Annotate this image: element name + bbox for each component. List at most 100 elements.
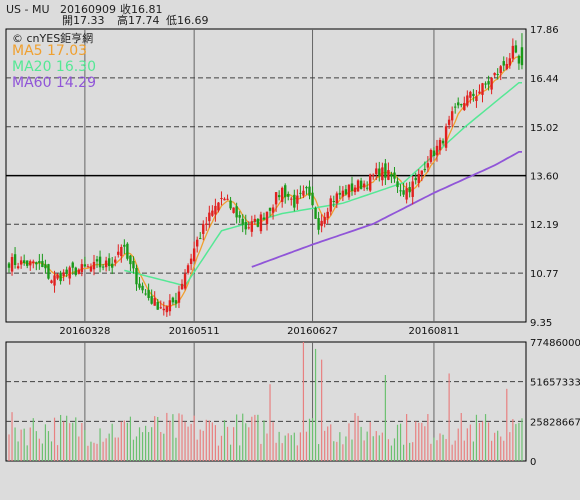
candle-body — [508, 58, 512, 66]
candle-body — [341, 190, 345, 197]
candle-body — [350, 183, 354, 191]
candle-body — [180, 283, 184, 290]
candle-body — [171, 297, 175, 303]
candle-body — [359, 180, 363, 189]
price-tick-label: 16.44 — [530, 74, 559, 85]
date-tick-label: 20160627 — [287, 326, 338, 337]
candle-body — [511, 45, 515, 59]
candle-body — [132, 261, 135, 269]
candle-body — [457, 102, 460, 106]
candle-body — [423, 168, 427, 171]
candle-body — [375, 168, 378, 175]
candle-body — [247, 227, 250, 229]
candle-body — [98, 256, 102, 268]
brand-label: © cnYES鉅亨網 — [12, 30, 93, 46]
candle-body — [186, 265, 190, 273]
volume-tick-label: 0 — [530, 457, 536, 468]
volume-panel — [5, 341, 527, 462]
open-price-label: 開17.33 — [62, 14, 105, 27]
candle-body — [117, 251, 120, 255]
candle-body — [338, 192, 342, 195]
candle-body — [68, 267, 71, 279]
low-price-label: 低16.69 — [166, 14, 209, 27]
candle-body — [114, 259, 117, 263]
candle-body — [256, 218, 260, 227]
candle-body — [129, 255, 132, 265]
candle-body — [65, 269, 68, 274]
candle-body — [26, 260, 29, 266]
candle-body — [274, 192, 278, 205]
candle-body — [332, 201, 335, 203]
candle-body — [520, 47, 524, 66]
candle-body — [362, 183, 366, 188]
candle-body — [402, 190, 405, 195]
candle-body — [420, 170, 423, 175]
copyright-icon: © — [12, 32, 23, 45]
high-price-label: 高17.74 — [117, 14, 160, 27]
candle-body — [7, 263, 11, 268]
candle-body — [205, 223, 208, 225]
candle-body — [199, 238, 202, 240]
price-tick-label: 10.77 — [530, 269, 559, 280]
candle-body — [259, 214, 263, 232]
candle-body — [62, 272, 65, 277]
candle-body — [514, 45, 518, 53]
candle-body — [466, 95, 469, 106]
candle-body — [41, 261, 44, 267]
candle-body — [326, 211, 329, 219]
candle-body — [356, 180, 360, 192]
candle-body — [314, 208, 317, 219]
candle-body — [287, 193, 290, 197]
candle-body — [505, 63, 508, 70]
candle-body — [426, 163, 430, 168]
candle-body — [10, 257, 14, 272]
candle-body — [399, 190, 402, 192]
price-tick-label: 12.19 — [530, 220, 559, 231]
candle-body — [290, 198, 293, 200]
candle-body — [16, 266, 20, 269]
close-price-label: 收16.81 — [120, 3, 163, 16]
candle-body — [141, 285, 144, 291]
candle-body — [147, 289, 150, 298]
candle-body — [435, 145, 439, 156]
candle-body — [174, 300, 178, 304]
candle-body — [29, 261, 32, 266]
candle-body — [126, 243, 129, 259]
candle-body — [53, 275, 56, 286]
candle-body — [35, 262, 38, 265]
candle-body — [153, 298, 156, 306]
candle-body — [208, 212, 211, 222]
candle-body — [265, 211, 269, 225]
candle-body — [432, 150, 436, 157]
candle-body — [438, 139, 442, 151]
candle-body — [238, 215, 241, 218]
candle-body — [211, 210, 214, 216]
candle-body — [111, 263, 114, 268]
date-label: 20160909 — [60, 3, 116, 16]
candle-body — [365, 187, 369, 189]
date-tick-label: 20160511 — [169, 326, 220, 337]
candle-body — [192, 248, 196, 262]
candle-body — [444, 126, 448, 148]
candle-body — [384, 163, 387, 178]
candle-body — [502, 61, 505, 66]
candle-body — [101, 266, 105, 268]
candle-body — [19, 260, 23, 265]
candle-body — [460, 104, 463, 106]
candle-body — [335, 193, 339, 204]
symbol-label: US - MU — [6, 3, 50, 16]
candle-body — [414, 177, 417, 181]
candle-body — [217, 202, 220, 211]
candle-body — [317, 218, 320, 230]
candle-body — [183, 273, 187, 289]
candle-body — [156, 301, 159, 310]
candle-body — [305, 187, 308, 189]
candle-body — [74, 267, 77, 275]
candle-body — [123, 244, 126, 247]
candle-body — [311, 192, 314, 206]
candle-body — [165, 306, 169, 313]
candle-body — [232, 207, 235, 213]
candle-body — [293, 194, 296, 208]
candle-body — [299, 192, 302, 194]
candle-body — [56, 274, 59, 279]
